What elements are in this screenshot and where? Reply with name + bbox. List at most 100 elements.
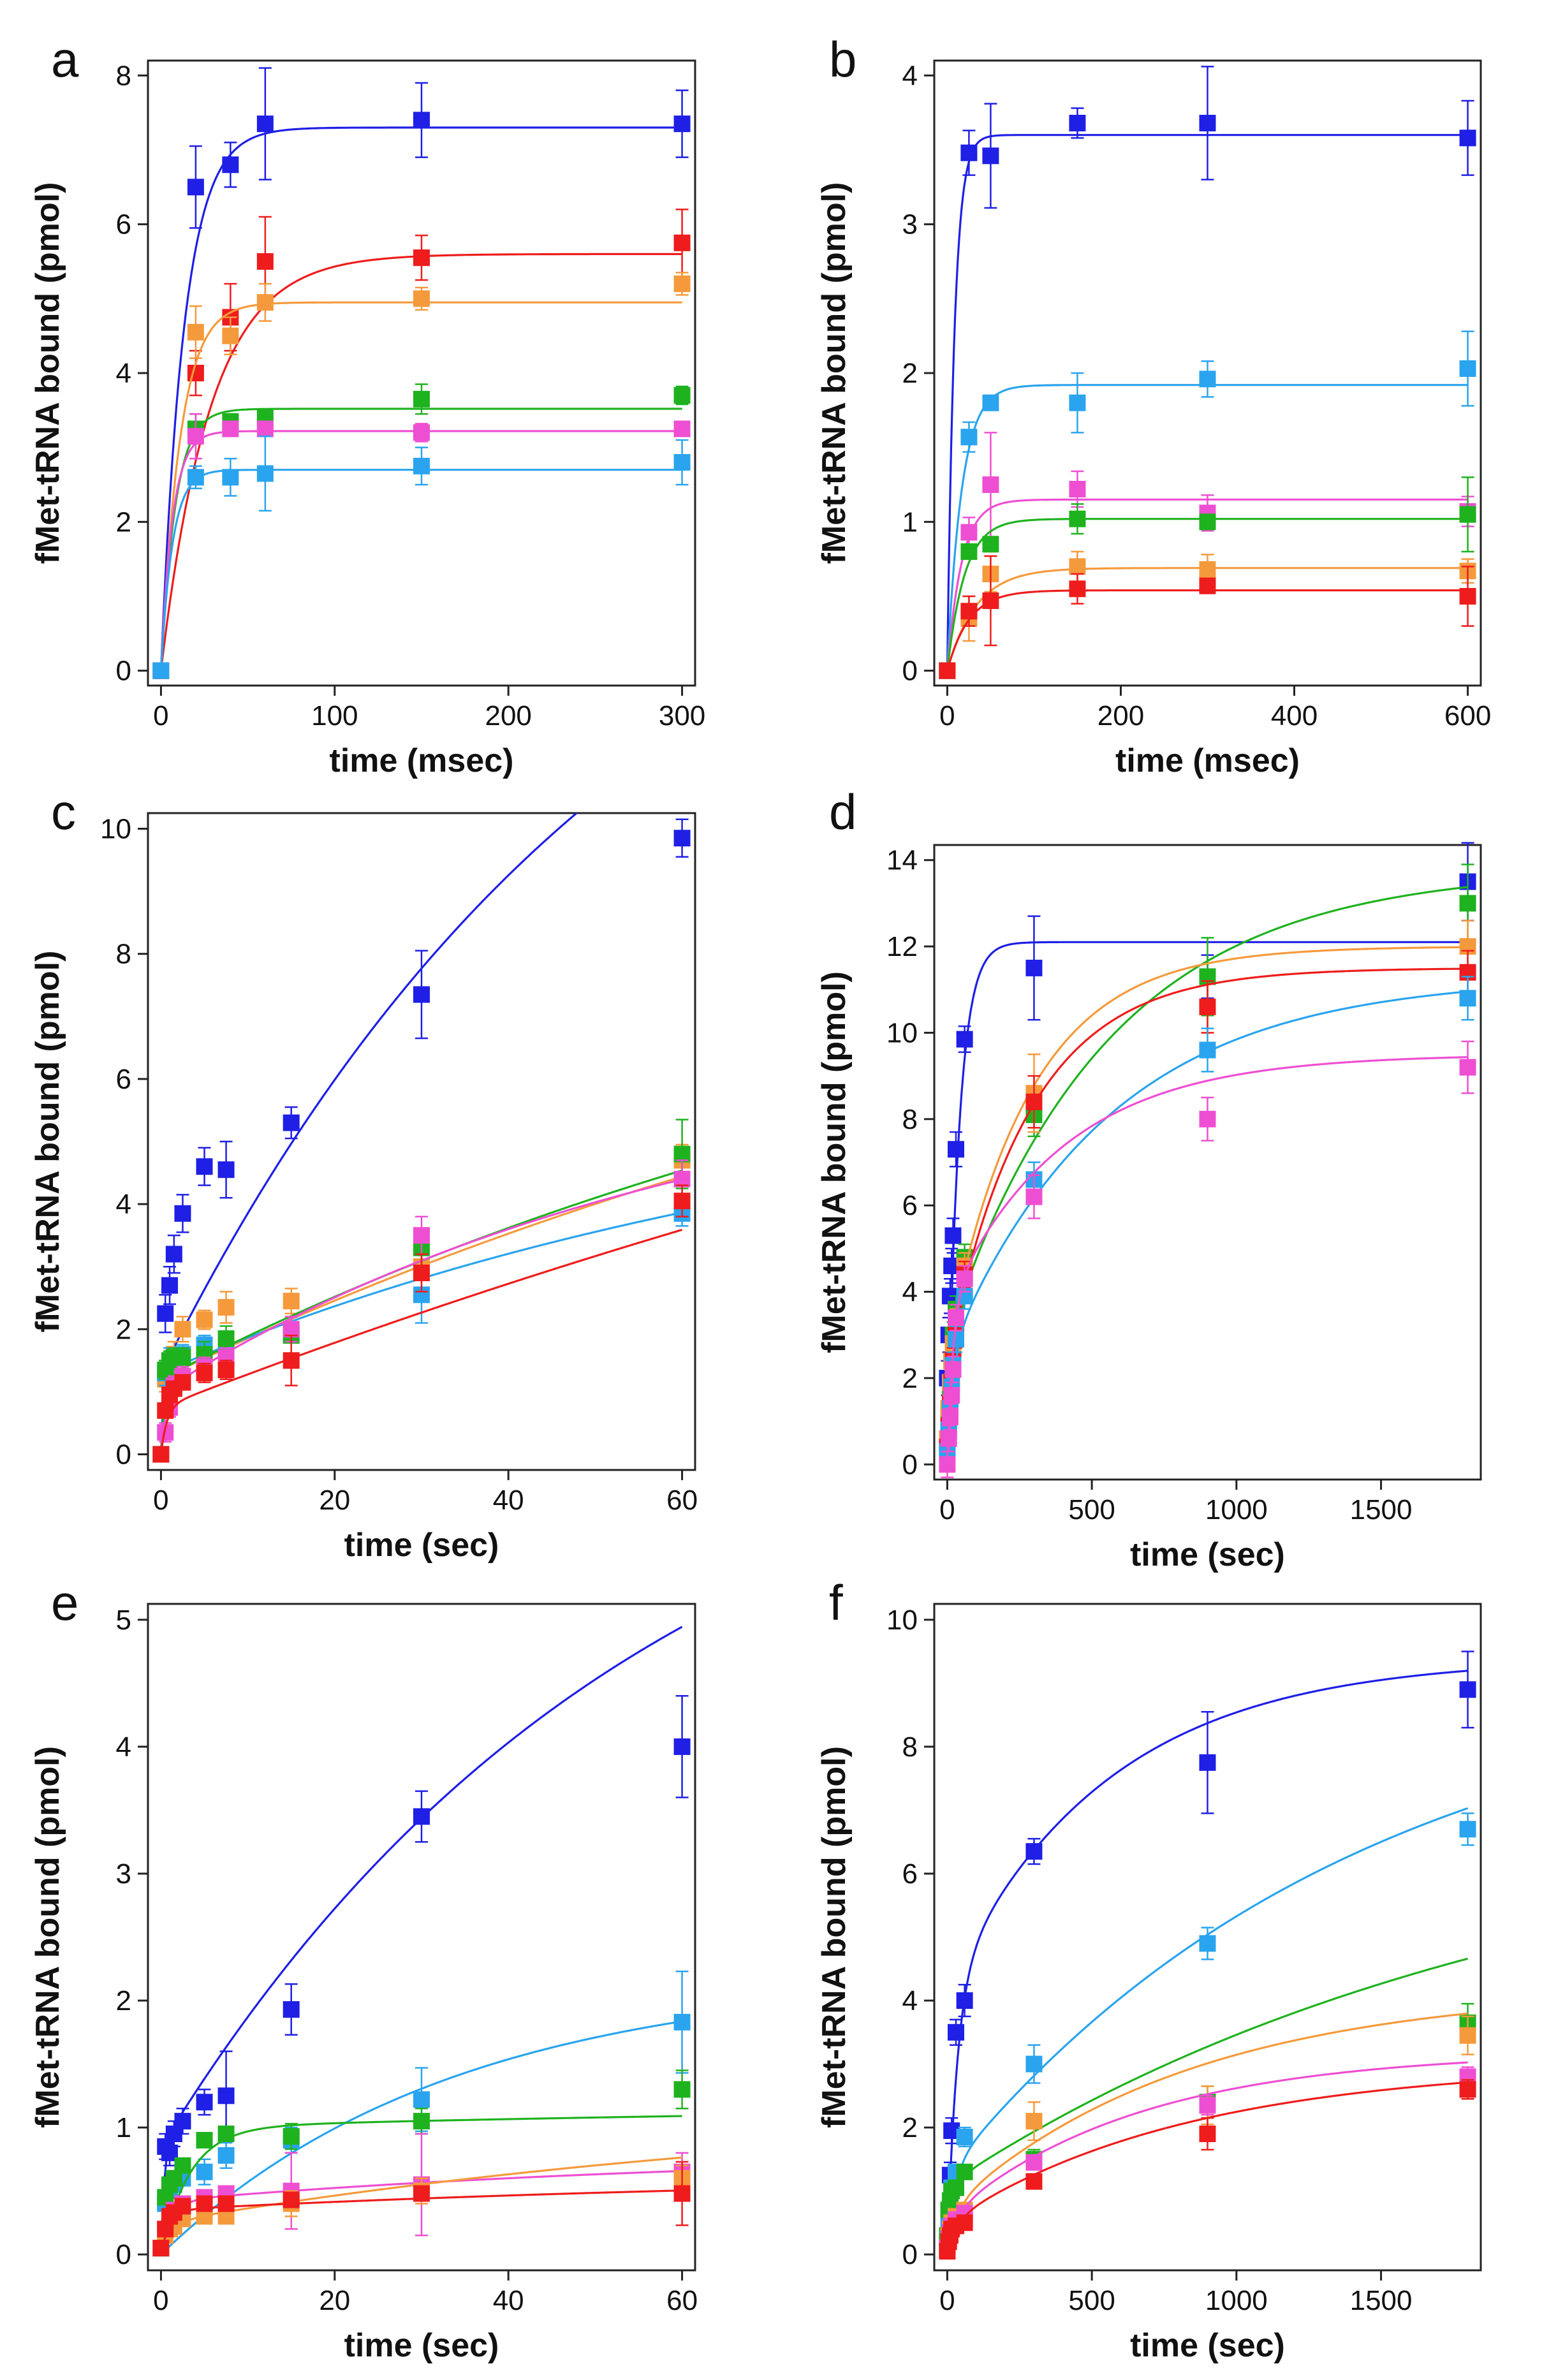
fit-curve xyxy=(946,589,1468,672)
x-axis-label: time (msec) xyxy=(1115,742,1300,779)
y-tick-label: 8 xyxy=(902,1104,918,1135)
fit-curve xyxy=(946,2012,1468,2255)
data-point xyxy=(673,420,691,437)
data-point xyxy=(1025,2154,1043,2171)
y-tick-label: 0 xyxy=(902,656,918,687)
data-point xyxy=(1459,2081,1476,2098)
data-point xyxy=(283,2191,300,2208)
y-axis-label: fMet-tRNA bound (pmol) xyxy=(816,1746,853,2128)
series-orange xyxy=(939,550,1476,679)
x-tick-label: 0 xyxy=(939,1494,955,1525)
data-point xyxy=(413,986,430,1003)
data-point xyxy=(196,2094,213,2111)
data-point xyxy=(673,1193,691,1210)
data-point xyxy=(673,1738,691,1755)
data-point xyxy=(174,2157,191,2174)
panel-c: c 0 20 40 60 0 2 4 6 8 10 time (sec) fMet-tRNA bound… xyxy=(29,784,698,1564)
data-point xyxy=(948,1331,965,1348)
y-tick-label: 4 xyxy=(902,60,918,91)
series-blue xyxy=(152,813,691,1463)
y-tick-label: 0 xyxy=(116,656,131,687)
data-point xyxy=(1199,998,1216,1015)
data-point xyxy=(222,327,239,344)
data-point xyxy=(956,2163,973,2180)
x-axis-label: time (sec) xyxy=(344,2327,499,2364)
data-point xyxy=(944,1361,962,1378)
x-tick-label: 60 xyxy=(666,1485,698,1516)
y-axis-label: fMet-tRNA bound (pmol) xyxy=(29,1746,66,2128)
data-point xyxy=(152,662,170,679)
data-point xyxy=(673,2013,691,2031)
y-tick-label: 2 xyxy=(116,1314,131,1345)
data-point xyxy=(217,1298,235,1316)
panel-label-a: a xyxy=(51,31,79,87)
x-axis-label: time (sec) xyxy=(1130,1536,1285,1573)
data-point xyxy=(196,2163,213,2180)
data-point xyxy=(1199,371,1216,388)
y-tick-label: 2 xyxy=(902,2112,918,2143)
data-point xyxy=(413,249,430,267)
data-point xyxy=(960,543,978,560)
y-tick-label: 4 xyxy=(116,358,131,389)
data-point xyxy=(283,1293,300,1310)
x-tick-label: 0 xyxy=(153,2285,168,2316)
panel-label-c: c xyxy=(51,784,76,840)
panel-f: f 0 500 1000 1500 0 2 4 6 8 10 time (sec) fMet-tRNA … xyxy=(816,1575,1482,2364)
data-point xyxy=(152,1446,170,1463)
y-axis-label: fMet-tRNA bound (pmol) xyxy=(29,182,66,564)
data-point xyxy=(1459,360,1476,377)
plot-frame xyxy=(933,1603,1482,2272)
y-tick-label: 0 xyxy=(116,1439,131,1470)
panel-label-e: e xyxy=(51,1575,78,1631)
data-point xyxy=(939,1456,956,1473)
series-lightblue xyxy=(152,435,691,679)
x-tick-label: 0 xyxy=(939,700,955,731)
x-tick-label: 500 xyxy=(1068,2285,1115,2316)
data-point xyxy=(1459,895,1476,912)
y-tick-label: 3 xyxy=(902,209,918,240)
series-red xyxy=(152,2161,691,2257)
data-point xyxy=(1025,1843,1043,1860)
data-point xyxy=(283,2128,300,2145)
data-point xyxy=(413,1227,430,1244)
x-tick-label: 600 xyxy=(1444,700,1491,731)
data-point xyxy=(256,420,274,437)
data-point xyxy=(413,424,430,441)
series-green xyxy=(939,476,1476,679)
data-point xyxy=(1025,1093,1043,1110)
series-blue xyxy=(152,1626,691,2257)
fit-curve xyxy=(159,1228,683,1455)
data-point xyxy=(217,1161,235,1179)
plot-frame xyxy=(933,844,1482,1481)
data-point xyxy=(222,420,239,437)
y-tick-label: 8 xyxy=(902,1731,918,1763)
y-tick-label: 5 xyxy=(116,1605,131,1636)
data-point xyxy=(956,1270,973,1288)
panel-label-b: b xyxy=(829,31,856,87)
series-red xyxy=(152,209,691,679)
data-point xyxy=(187,365,204,381)
fit-curve xyxy=(946,518,1468,671)
data-point xyxy=(673,115,691,133)
x-axis-label: time (sec) xyxy=(1130,2327,1285,2364)
y-tick-label: 6 xyxy=(902,1190,918,1221)
data-point xyxy=(283,2001,300,2018)
y-tick-label: 3 xyxy=(116,1858,131,1890)
data-point xyxy=(1199,115,1216,131)
data-point xyxy=(217,2147,235,2164)
data-point xyxy=(1199,1754,1216,1771)
data-point xyxy=(956,2129,973,2145)
data-point xyxy=(413,1808,430,1825)
data-point xyxy=(1459,1059,1476,1076)
y-tick-label: 6 xyxy=(116,1064,131,1095)
data-point xyxy=(187,428,204,445)
data-point xyxy=(673,454,691,471)
data-point xyxy=(196,1158,213,1175)
x-tick-label: 0 xyxy=(153,1485,168,1516)
data-point xyxy=(256,253,274,270)
data-point xyxy=(1199,1041,1216,1059)
data-point xyxy=(1069,394,1086,411)
y-tick-label: 4 xyxy=(902,1277,918,1308)
x-tick-label: 40 xyxy=(493,1485,524,1516)
x-tick-label: 40 xyxy=(493,2285,524,2316)
